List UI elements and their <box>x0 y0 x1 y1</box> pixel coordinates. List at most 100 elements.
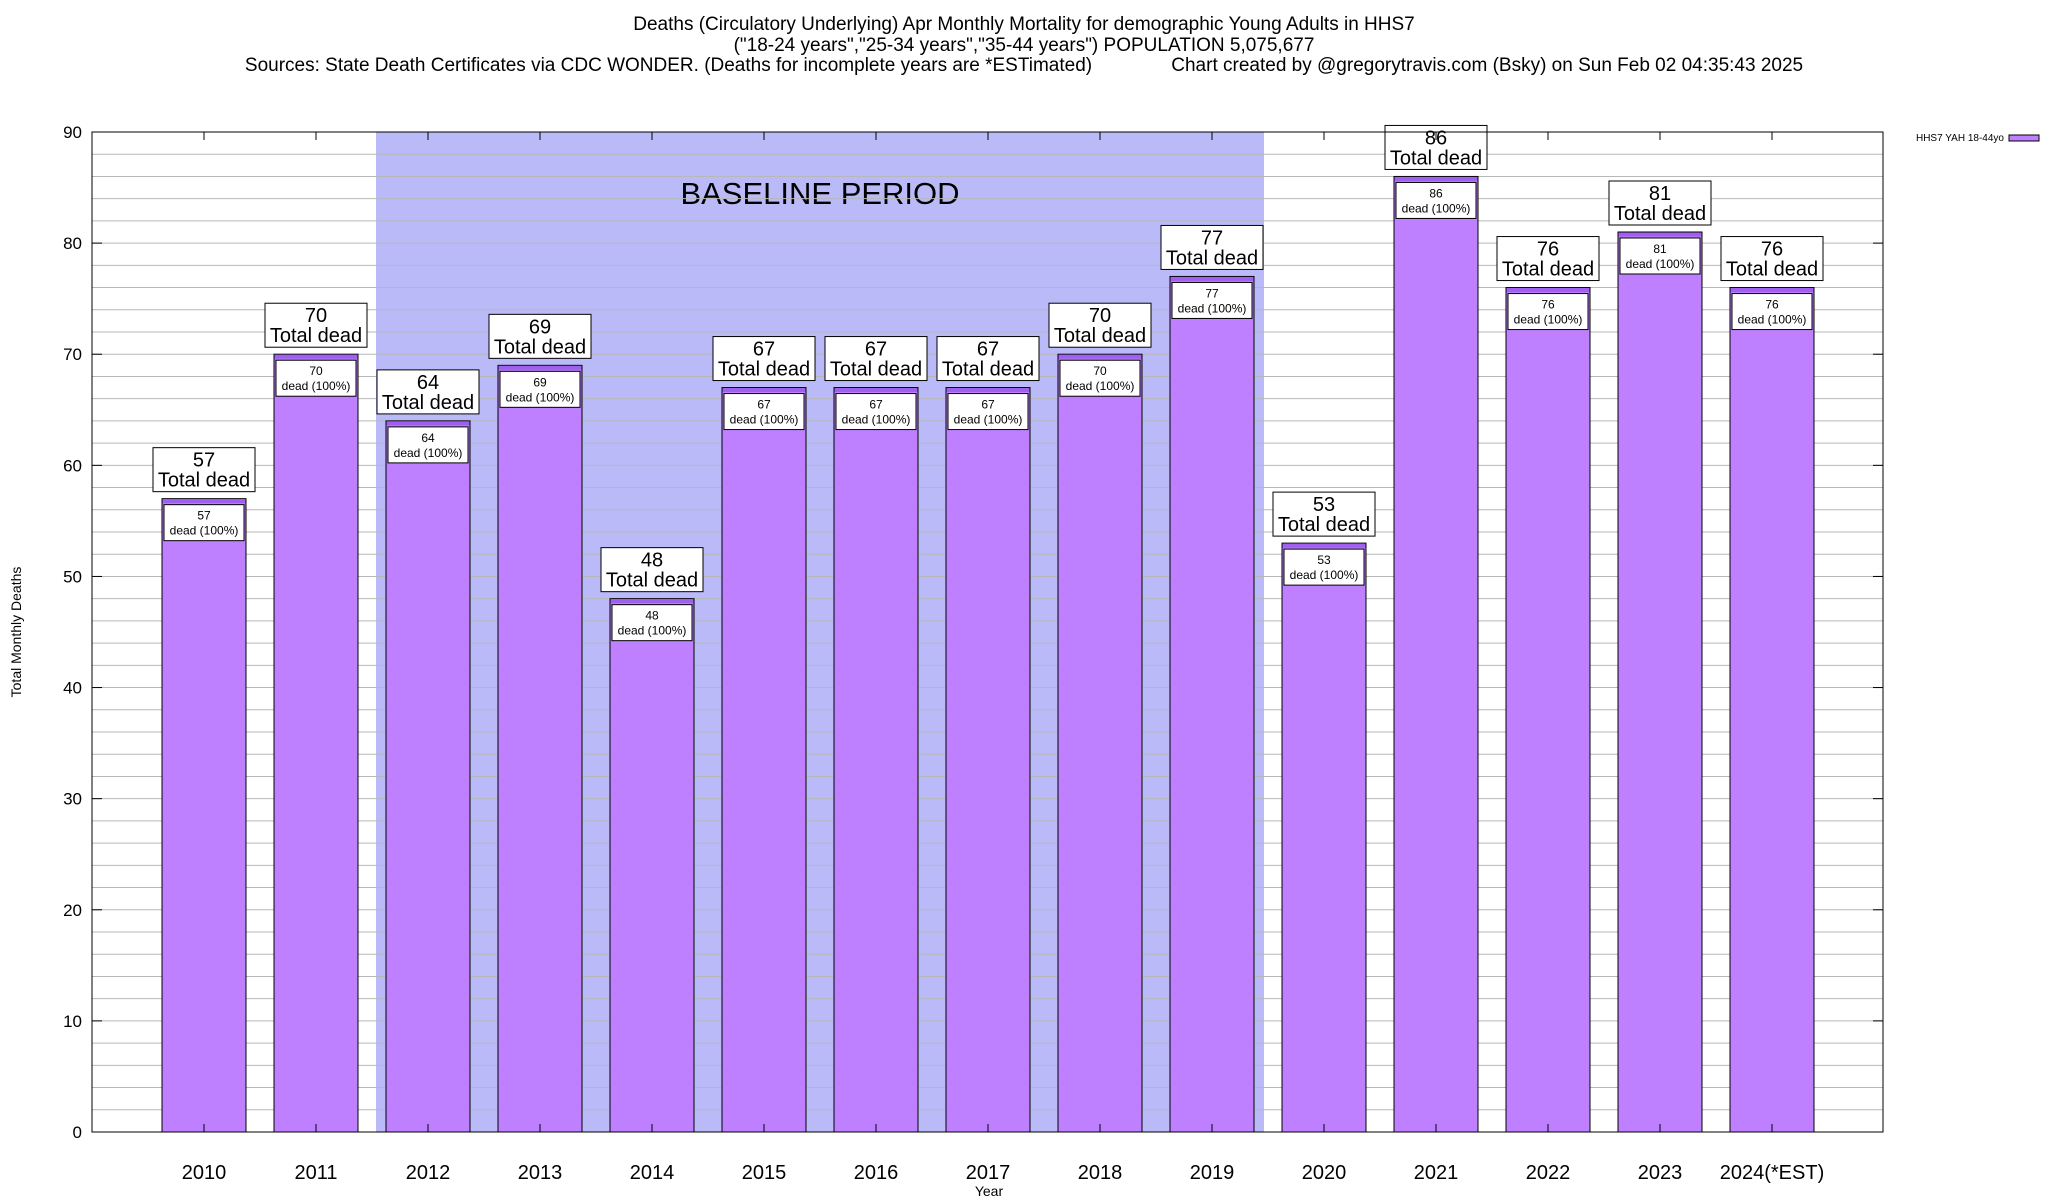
total-label-value: 67 <box>865 339 887 361</box>
inner-label-text: dead (100%) <box>170 524 239 538</box>
y-tick-label: 20 <box>63 901 82 920</box>
bar-2017 <box>945 387 1031 1133</box>
inner-label-value: 81 <box>1653 242 1667 256</box>
bar-2018 <box>1057 353 1143 1133</box>
chart-title-line-2: ("18-24 years","25-34 years","35-44 year… <box>733 35 1315 56</box>
bar-2013 <box>497 364 583 1133</box>
total-label-value: 70 <box>1089 305 1111 327</box>
inner-label-value: 67 <box>869 398 883 412</box>
bar-2016 <box>833 387 919 1133</box>
bar-2012 <box>385 420 471 1133</box>
inner-label-value: 67 <box>757 398 771 412</box>
chart-title-line-1: Deaths (Circulatory Underlying) Apr Mont… <box>633 14 1415 35</box>
total-label-value: 64 <box>417 372 439 394</box>
bar-2010 <box>161 498 247 1133</box>
x-tick-label: 2014 <box>630 1162 675 1184</box>
total-label-value: 67 <box>753 339 775 361</box>
total-label-text: Total dead <box>1054 325 1146 347</box>
total-label-value: 48 <box>641 550 663 572</box>
y-tick-label: 80 <box>63 234 82 253</box>
total-label-text: Total dead <box>270 325 362 347</box>
total-label-value: 69 <box>529 316 551 338</box>
total-label-value: 70 <box>305 305 327 327</box>
bar-top-2014 <box>610 599 694 604</box>
total-label-box <box>1496 236 1600 282</box>
chart-title-line-3: Sources: State Death Certificates via CD… <box>244 55 1804 76</box>
inner-label-value: 64 <box>421 431 435 445</box>
total-label-text: Total dead <box>1502 259 1594 281</box>
total-label-text: Total dead <box>1726 259 1818 281</box>
total-label-text: Total dead <box>158 470 250 492</box>
y-tick-label: 70 <box>63 345 82 364</box>
plot-border <box>91 131 1884 1133</box>
bar-top-2013 <box>498 365 582 370</box>
inner-label-value: 76 <box>1765 298 1779 312</box>
y-tick-label: 50 <box>63 567 82 586</box>
x-tick-label: 2022 <box>1526 1162 1571 1184</box>
bar-top-2018 <box>1058 354 1142 359</box>
inner-label-text: dead (100%) <box>618 624 687 638</box>
total-label-text: Total dead <box>1614 203 1706 225</box>
bar-top-2020 <box>1282 543 1366 548</box>
inner-label-box <box>611 604 693 642</box>
inner-label-text: dead (100%) <box>842 413 911 427</box>
inner-label-text: dead (100%) <box>1626 257 1695 271</box>
total-label-box <box>1048 302 1152 348</box>
inner-label-value: 86 <box>1429 186 1443 200</box>
bar-top-2022 <box>1506 288 1590 293</box>
x-tick-label: 2010 <box>182 1162 227 1184</box>
bar-2014 <box>609 598 695 1133</box>
y-tick-label: 0 <box>73 1123 82 1142</box>
inner-label-box <box>1395 181 1477 219</box>
inner-label-box <box>1283 548 1365 586</box>
bar-2011 <box>273 353 359 1133</box>
y-tick-label: 10 <box>63 1012 82 1031</box>
total-label-box <box>824 336 928 382</box>
inner-label-box <box>1731 293 1813 331</box>
x-tick-label: 2020 <box>1302 1162 1347 1184</box>
inner-label-value: 76 <box>1541 298 1555 312</box>
inner-label-text: dead (100%) <box>1402 201 1471 215</box>
bar-top-2017 <box>946 388 1030 393</box>
bar-top-2021 <box>1394 176 1478 181</box>
x-axis-label: Year <box>975 1183 1004 1199</box>
bar-2021 <box>1393 175 1479 1133</box>
inner-label-box <box>1619 237 1701 275</box>
y-tick-label: 90 <box>63 123 82 142</box>
inner-label-box <box>499 370 581 408</box>
inner-label-box <box>1171 281 1253 319</box>
inner-label-value: 57 <box>197 509 211 523</box>
total-label-value: 77 <box>1201 227 1223 249</box>
y-tick-label: 30 <box>63 790 82 809</box>
total-label-box <box>1608 180 1712 226</box>
total-label-value: 81 <box>1649 183 1671 205</box>
bar-top-2024(*EST) <box>1730 288 1814 293</box>
inner-label-text: dead (100%) <box>730 413 799 427</box>
inner-label-box <box>835 393 917 431</box>
total-label-box <box>712 336 816 382</box>
bar-2020 <box>1281 542 1367 1133</box>
total-label-value: 57 <box>193 450 215 472</box>
inner-label-box <box>1059 359 1141 397</box>
total-label-box <box>152 447 256 493</box>
total-label-text: Total dead <box>718 359 810 381</box>
total-label-box <box>936 336 1040 382</box>
inner-label-value: 77 <box>1205 286 1219 300</box>
inner-label-text: dead (100%) <box>394 446 463 460</box>
total-label-box <box>1272 491 1376 537</box>
legend-label: HHS7 YAH 18-44yo <box>1916 133 2004 144</box>
bar-top-2023 <box>1618 232 1702 237</box>
inner-label-box <box>387 426 469 464</box>
inner-label-box <box>275 359 357 397</box>
total-label-value: 76 <box>1761 239 1783 261</box>
x-tick-label: 2021 <box>1414 1162 1459 1184</box>
inner-label-text: dead (100%) <box>1290 568 1359 582</box>
x-tick-label: 2016 <box>854 1162 899 1184</box>
inner-label-text: dead (100%) <box>506 390 575 404</box>
inner-label-box <box>947 393 1029 431</box>
inner-label-box <box>723 393 805 431</box>
inner-label-box <box>1507 293 1589 331</box>
x-tick-label: 2024(*EST) <box>1720 1162 1825 1184</box>
inner-label-box <box>163 504 245 542</box>
